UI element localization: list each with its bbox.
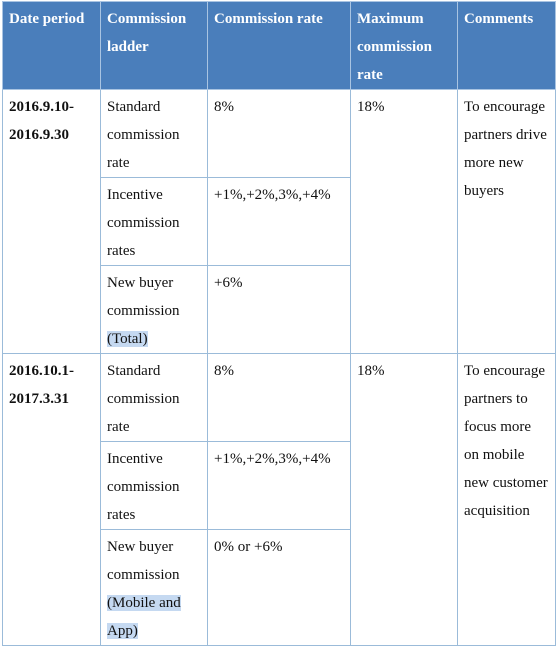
date-cell: 2016.9.10-2016.9.30 — [2, 89, 101, 354]
table-row: New buyer commission (Total) +6% — [3, 265, 556, 354]
ladder-cell: New buyer commission (Total) — [100, 265, 208, 354]
ladder-note: (Total) — [107, 331, 148, 347]
ladder-text: New buyer commission — [107, 275, 180, 319]
ladder-cell: Standard commission rate — [100, 89, 208, 178]
max-rate-cell: 18% — [350, 89, 458, 354]
table-row: Incentive commission rates +1%,+2%,3%,+4% — [3, 441, 556, 530]
date-cell: 2016.10.1-2017.3.31 — [2, 353, 101, 646]
ladder-cell: Incentive commission rates — [100, 441, 208, 530]
max-rate-cell: 18% — [350, 353, 458, 646]
rate-cell: 0% or +6% — [207, 529, 351, 646]
rate-cell: +1%,+2%,3%,+4% — [207, 441, 351, 530]
ladder-text: Standard commission rate — [107, 99, 180, 171]
table-row: Incentive commission rates +1%,+2%,3%,+4% — [3, 177, 556, 266]
rate-cell: 8% — [207, 89, 351, 178]
header-cell: Date period — [2, 1, 101, 90]
ladder-text: New buyer commission — [107, 539, 180, 583]
ladder-cell: New buyer commission (Mobile and App) — [100, 529, 208, 646]
header-cell: Commission ladder — [100, 1, 208, 90]
rate-cell: 8% — [207, 353, 351, 442]
header-cell: Commission rate — [207, 1, 351, 90]
ladder-text: Standard commission rate — [107, 363, 180, 435]
rate-cell: +1%,+2%,3%,+4% — [207, 177, 351, 266]
ladder-cell: Incentive commission rates — [100, 177, 208, 266]
ladder-text: Incentive commission rates — [107, 451, 180, 523]
header-cell: Comments — [457, 1, 556, 90]
comments-cell: To encourage partners drive more new buy… — [457, 89, 556, 354]
rate-cell: +6% — [207, 265, 351, 354]
ladder-text: Incentive commission rates — [107, 187, 180, 259]
ladder-note: (Mobile and App) — [107, 595, 181, 639]
table-row: 2016.9.10-2016.9.30 Standard commission r… — [2, 89, 556, 354]
ladder-cell: Standard commission rate — [100, 353, 208, 442]
header-row: Date period Commission ladder Commission r… — [2, 1, 556, 90]
table-row: 2016.10.1-2017.3.31 Standard commission r… — [2, 353, 556, 646]
comments-cell: To encourage partners to focus more on m… — [457, 353, 556, 646]
header-cell: Maximum commission rate — [350, 1, 458, 90]
